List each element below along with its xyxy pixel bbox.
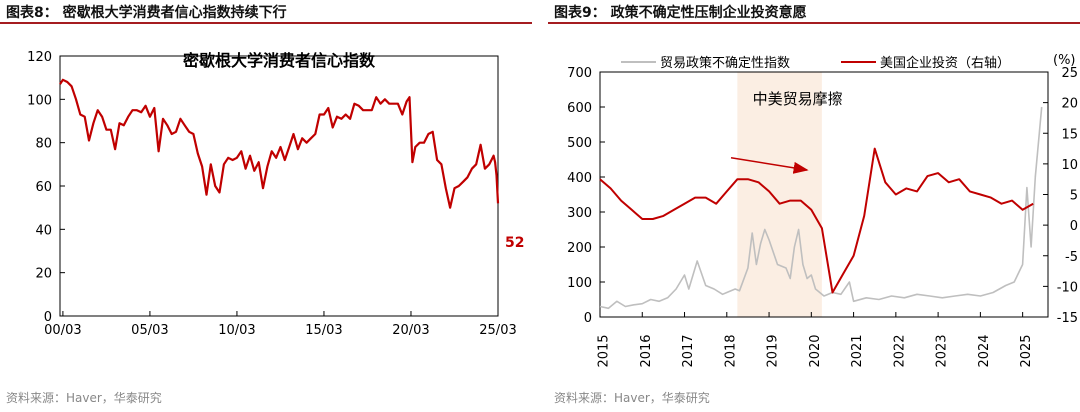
right-y-tick-label: -5	[1065, 250, 1078, 265]
x-tick-label: 2017	[681, 334, 696, 367]
sentiment-line	[59, 78, 500, 209]
x-tick-label: 05/03	[131, 323, 168, 338]
trade-uncertainty-line	[599, 106, 1043, 310]
trade-war-shaded-period	[737, 72, 822, 317]
x-tick-label: 2021	[850, 334, 865, 367]
figure-8-title: 图表8： 密歇根大学消费者信心指数持续下行	[6, 5, 287, 21]
right-y-tick-label: 15	[1061, 127, 1078, 142]
last-value-label: 52	[505, 235, 524, 251]
figure-8-rule	[0, 22, 532, 24]
y-tick-label: 100	[27, 93, 52, 108]
x-tick-label: 2024	[977, 334, 992, 367]
chart1-title: 密歇根大学消费者信心指数	[182, 51, 376, 70]
left-y-tick-label: 600	[567, 101, 592, 116]
figure-8-source: 资料来源：Haver，华泰研究	[6, 391, 162, 405]
x-tick-label: 2016	[639, 334, 654, 367]
right-y-tick-label: 20	[1061, 97, 1078, 112]
left-y-tick-label: 400	[567, 171, 592, 186]
legend-label-investment: 美国企业投资（右轴）	[880, 55, 1010, 71]
left-y-tick-label: 200	[567, 241, 592, 256]
left-y-tick-label: 500	[567, 136, 592, 151]
left-y-tick-label: 300	[567, 206, 592, 221]
consumer-sentiment-chart: 密歇根大学消费者信心指数 0 20 40 60 80 100 120 00/03 05/03 1…	[27, 50, 524, 338]
y-tick-label: 20	[35, 267, 52, 282]
chart1-frame	[59, 55, 499, 317]
business-investment-line	[599, 147, 1034, 294]
x-tick-label: 2022	[892, 334, 907, 367]
trade-war-annotation: 中美贸易摩擦	[753, 90, 843, 108]
x-tick-label: 10/03	[218, 323, 255, 338]
figure-9-title: 图表9： 政策不确定性压制企业投资意愿	[554, 5, 807, 21]
x-tick-label: 2018	[723, 334, 738, 367]
right-y-tick-label: -10	[1057, 280, 1078, 295]
left-y-tick-label: 100	[567, 276, 592, 291]
x-tick-label: 2019	[766, 334, 781, 367]
figure-9-rule	[548, 22, 1080, 24]
right-y-tick-label: 10	[1061, 158, 1078, 173]
y-tick-label: 0	[44, 310, 52, 325]
x-tick-label: 25/03	[479, 323, 516, 338]
left-y-tick-label: 700	[567, 66, 592, 81]
right-y-tick-label: 5	[1070, 189, 1078, 204]
x-tick-label: 2023	[935, 334, 950, 367]
y-tick-label: 120	[27, 50, 52, 65]
x-tick-label: 2020	[808, 334, 823, 367]
x-tick-label: 20/03	[392, 323, 429, 338]
legend-label-uncertainty: 贸易政策不确定性指数	[660, 55, 790, 71]
x-tick-label: 15/03	[305, 323, 342, 338]
figure-9-panel: 图表9： 政策不确定性压制企业投资意愿 0 100 200 300 400 500 600 7…	[548, 0, 1080, 412]
y-tick-label: 80	[35, 137, 52, 152]
y-tick-label: 40	[35, 223, 52, 238]
left-y-tick-label: 0	[584, 311, 592, 326]
figure-9-source: 资料来源：Haver，华泰研究	[554, 391, 710, 405]
right-axis-unit: (%)	[1053, 53, 1076, 68]
x-tick-label: 2015	[597, 334, 612, 367]
right-y-tick-label: -15	[1057, 311, 1078, 326]
annotation-arrow	[730, 157, 809, 174]
right-y-tick-label: 0	[1070, 219, 1078, 234]
figure-8-panel: 图表8： 密歇根大学消费者信心指数持续下行 密歇根大学消费者信心指数 0 20 40…	[0, 0, 532, 412]
y-tick-label: 60	[35, 180, 52, 195]
right-y-tick-label: 25	[1061, 66, 1078, 81]
x-tick-label: 2025	[1019, 334, 1034, 367]
legend: 贸易政策不确定性指数 美国企业投资（右轴）	[621, 55, 1010, 71]
x-tick-label: 00/03	[44, 323, 81, 338]
